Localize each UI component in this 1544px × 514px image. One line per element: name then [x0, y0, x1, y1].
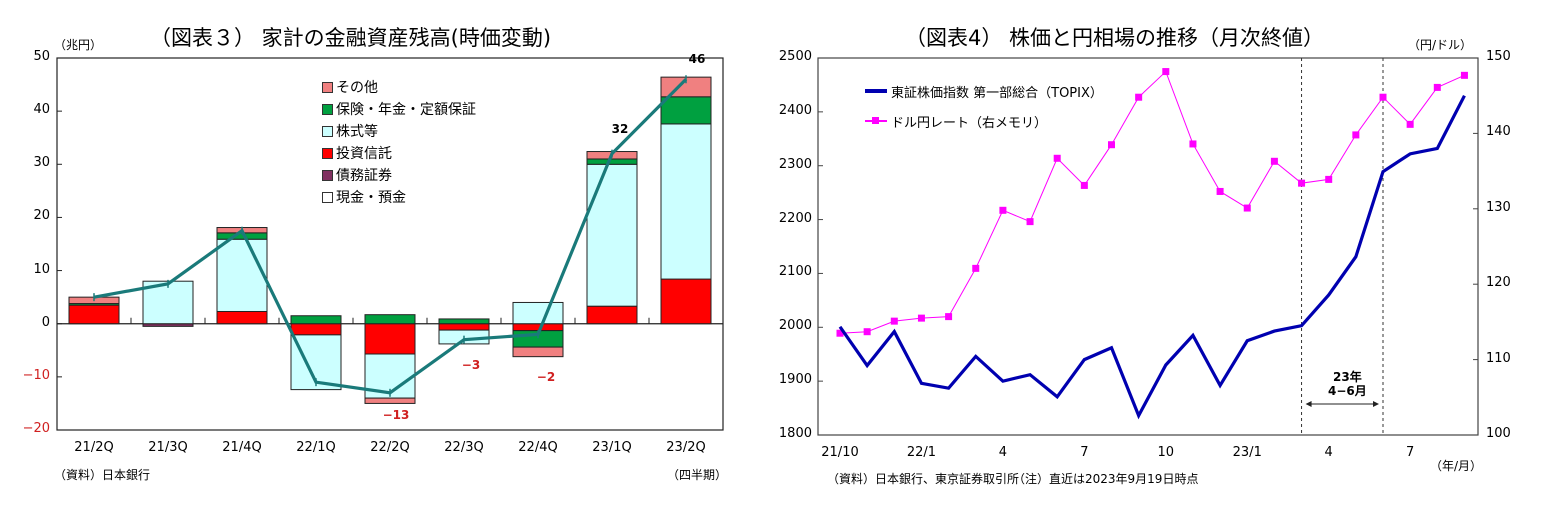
x-tick-label: 4 — [1324, 445, 1333, 460]
y-tick-label: 10 — [33, 261, 50, 277]
x-tick-label: 23/1Q — [592, 440, 632, 455]
legend-label: 保険・年金・定額保証 — [336, 102, 476, 118]
legend-label: その他 — [336, 80, 378, 96]
x-tick-label: 7 — [1406, 445, 1415, 460]
legend-swatch-icon — [322, 125, 333, 137]
left-y-tick-label: 2100 — [778, 264, 812, 280]
legend-swatch-icon — [322, 191, 333, 203]
x-tick-label: 23/2Q — [666, 440, 706, 455]
x-tick-label: 4 — [998, 445, 1008, 460]
right-y-unit: （円/ドル） — [1408, 38, 1473, 52]
period-annotation: 23年 4−6月 — [1328, 370, 1367, 398]
right-chart-title: （図表4） 株価と円相場の推移（月次終値） — [905, 26, 1325, 50]
x-tick-label: 22/1Q — [296, 440, 336, 455]
left-y-tick-label: 2500 — [778, 49, 812, 64]
left-y-tick-label: 2200 — [778, 210, 812, 226]
y-tick-label: 50 — [33, 49, 50, 64]
annotation-year: 23年 — [1333, 370, 1362, 384]
right-y-tick-label: 140 — [1486, 124, 1511, 140]
legend-swatch-icon — [322, 81, 333, 93]
data-label: 46 — [688, 52, 706, 66]
legend-item: その他 — [322, 76, 476, 98]
left-y-tick-label: 1800 — [778, 426, 812, 441]
right-legend: 東証株価指数 第一部総合（TOPIX） ドル円レート（右メモリ） — [865, 76, 1103, 136]
right-y-tick-label: 100 — [1486, 426, 1511, 441]
left-chart-title: （図表３） 家計の金融資産残高(時価変動) — [150, 26, 552, 50]
left-y-tick-label: 2300 — [778, 156, 812, 172]
legend-item: 現金・預金 — [322, 186, 476, 208]
left-y-tick-label: 2400 — [778, 102, 812, 118]
x-tick-label: 21/3Q — [148, 440, 188, 455]
x-tick-label: 22/2Q — [370, 440, 410, 455]
left-y-unit: （兆円） — [54, 38, 103, 52]
topix-line-swatch-icon — [865, 89, 887, 93]
x-tick-label: 10 — [1157, 445, 1175, 460]
legend-item: 保険・年金・定額保証 — [322, 98, 476, 120]
y-tick-label: 0 — [41, 314, 50, 330]
y-tick-label: 30 — [33, 155, 50, 171]
x-tick-label: 22/1 — [906, 445, 937, 460]
legend-item-usdjpy: ドル円レート（右メモリ） — [865, 106, 1103, 136]
right-x-unit: （年/月） — [1430, 459, 1483, 473]
right-y-tick-label: 120 — [1486, 275, 1511, 291]
legend-label: 投資信託 — [336, 146, 392, 162]
left-y-tick-label: 2000 — [778, 318, 812, 334]
right-y-tick-label: 110 — [1486, 350, 1511, 366]
data-label: −3 — [461, 358, 481, 372]
right-y-tick-label: 150 — [1486, 49, 1511, 64]
legend-label: 債務証券 — [336, 168, 392, 184]
legend-label-topix: 東証株価指数 第一部総合（TOPIX） — [891, 85, 1103, 101]
data-label: −2 — [536, 370, 556, 384]
legend-item-topix: 東証株価指数 第一部総合（TOPIX） — [865, 76, 1103, 106]
legend-swatch-icon — [322, 169, 333, 181]
legend-label: 株式等 — [336, 124, 378, 140]
legend-label-usdjpy: ドル円レート（右メモリ） — [891, 115, 1048, 131]
x-tick-label: 21/2Q — [74, 440, 114, 455]
y-tick-label: −20 — [22, 421, 50, 436]
left-y-tick-label: 1900 — [778, 372, 812, 388]
legend-item: 債務証券 — [322, 164, 476, 186]
y-tick-label: 20 — [33, 208, 50, 224]
data-label: −13 — [382, 408, 410, 422]
x-tick-label: 22/4Q — [518, 440, 558, 455]
x-tick-label: 21/10 — [821, 445, 859, 460]
annotation-months: 4−6月 — [1328, 384, 1367, 398]
left-source-note: （資料）日本銀行 — [54, 468, 151, 482]
legend-item: 株式等 — [322, 120, 476, 142]
left-chart-plot — [56, 57, 724, 431]
x-tick-label: 21/4Q — [222, 440, 262, 455]
right-source-note: （資料）日本銀行、東京証券取引所 — [827, 472, 1020, 486]
left-legend: その他保険・年金・定額保証 株式等投資信託債務証券現金・預金 — [322, 76, 476, 208]
data-label: 32 — [611, 122, 629, 136]
y-tick-label: 40 — [33, 102, 50, 118]
right-y-tick-label: 130 — [1486, 199, 1511, 215]
left-x-unit: （四半期） — [667, 468, 728, 482]
legend-item: 投資信託 — [322, 142, 476, 164]
x-tick-label: 23/1 — [1232, 445, 1262, 460]
x-tick-label: 7 — [1080, 445, 1089, 460]
legend-label: 現金・預金 — [336, 190, 406, 206]
legend-swatch-icon — [322, 103, 333, 115]
right-date-note: （注）直近は2023年9月19日時点 — [1013, 472, 1199, 486]
x-tick-label: 22/3Q — [444, 440, 484, 455]
usdjpy-marker-swatch-icon — [865, 117, 887, 124]
y-tick-label: −10 — [22, 367, 50, 383]
legend-swatch-icon — [322, 147, 333, 159]
